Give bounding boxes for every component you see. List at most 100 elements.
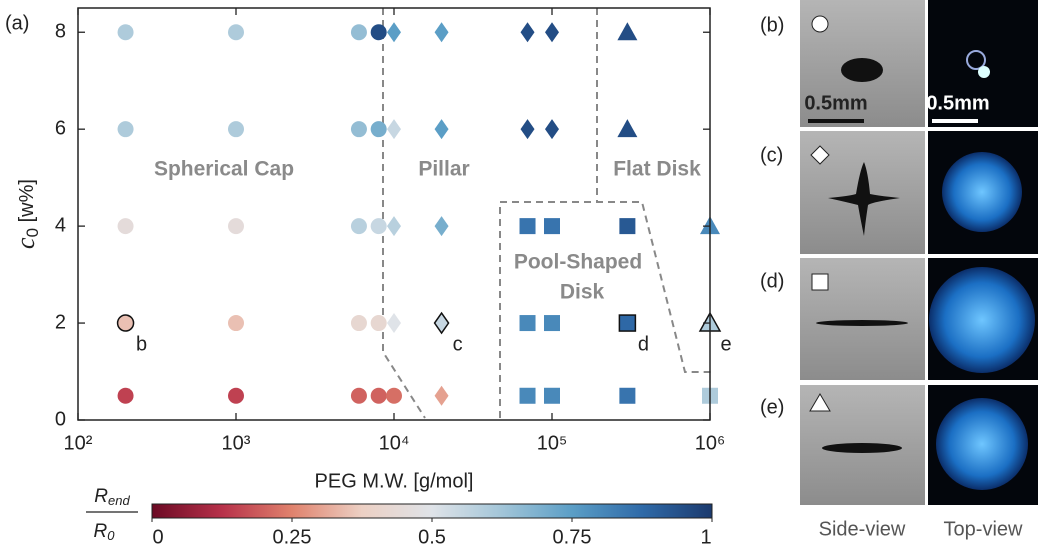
marker-icon: [811, 15, 829, 33]
marker-square: [544, 387, 560, 404]
marker-square: [619, 218, 636, 235]
photo-panels: 0.5mm 0.5mm: [800, 0, 1038, 505]
marker-circle: [116, 314, 135, 332]
marker-circle: [350, 387, 367, 404]
region-label: Pillar: [418, 158, 469, 181]
marker-circle: [228, 218, 244, 235]
panel-label: (e): [760, 396, 784, 418]
colorbar-tick-label: 0.25: [273, 526, 312, 548]
marker-circle: [117, 121, 134, 138]
scale-bar: [808, 119, 864, 123]
marker-circle: [370, 387, 387, 404]
y-tick-label: 6: [55, 117, 66, 139]
panel-label: (d): [760, 270, 784, 292]
panel-label: (a): [5, 12, 29, 34]
marker-square: [519, 387, 536, 404]
marker-circle: [117, 24, 134, 41]
annotation: d: [638, 333, 649, 355]
marker-diamond: [434, 216, 449, 237]
panel-label: (b): [760, 14, 784, 36]
pillar-droplet: [828, 162, 900, 236]
marker-diamond: [387, 216, 401, 237]
marker-diamond: [545, 119, 559, 140]
marker-circle: [228, 121, 244, 138]
top-photo: [928, 0, 1038, 127]
cb-num: R: [94, 486, 108, 507]
x-axis-label: PEG M.W. [g/mol]: [315, 470, 474, 492]
scale-text: 0.5mm: [804, 92, 867, 114]
marker-triangle: [617, 119, 638, 138]
marker-circle: [370, 315, 387, 332]
marker-circle: [117, 218, 134, 235]
annotation: c: [453, 333, 463, 355]
marker-triangle: [617, 22, 638, 41]
marker-circle: [350, 218, 367, 235]
x-tick-label: 10⁶: [695, 432, 725, 454]
boundary: [499, 201, 712, 418]
colorbar-tick-label: 1: [700, 526, 711, 548]
axes-frame: [77, 7, 711, 421]
marker-circle: [370, 218, 387, 235]
top-droplet: [936, 398, 1028, 490]
marker-circle: [350, 315, 367, 332]
y-label-rest: [w%]: [16, 179, 38, 228]
droplet: [841, 58, 883, 82]
marker-diamond: [545, 22, 559, 43]
x-tick-label: 10⁵: [537, 432, 568, 454]
region-label: Pool-Shaped: [514, 251, 642, 274]
colorbar-label: Rend R0: [94, 486, 131, 543]
cb-den-sub: 0: [107, 528, 115, 543]
marker-diamond: [433, 311, 450, 335]
marker-diamond: [387, 119, 401, 140]
scale-bar: [932, 119, 978, 123]
y-label-main: c: [11, 237, 40, 249]
x-tick-label: 10⁴: [379, 432, 410, 454]
scale-text: 0.5mm: [926, 92, 989, 114]
disk-droplet: [822, 443, 902, 453]
marker-circle: [370, 24, 387, 41]
x-tick-label: 10³: [222, 432, 251, 454]
colorbar-tick-label: 0.75: [553, 526, 592, 548]
y-tick-label: 8: [55, 21, 66, 43]
glint: [978, 66, 990, 78]
marker-icon: [811, 273, 829, 291]
view-label: Side-view: [819, 518, 906, 540]
marker-diamond: [387, 313, 401, 334]
marker-diamond: [520, 119, 535, 140]
y-tick-label: 4: [55, 214, 66, 236]
marker-square: [519, 218, 536, 235]
cb-num-sub: end: [108, 493, 130, 508]
marker-diamond: [434, 119, 449, 140]
boundary: [382, 8, 426, 419]
marker-icon: [810, 145, 830, 165]
colorbar-tick-label: 0.5: [418, 526, 446, 548]
panel-label: (c): [760, 144, 783, 166]
y-label-sub: 0: [23, 228, 42, 237]
colorbar: [151, 503, 713, 519]
y-tick-label: 2: [55, 311, 66, 333]
marker-circle: [228, 387, 244, 404]
marker-diamond: [387, 22, 401, 43]
marker-circle: [228, 24, 244, 41]
marker-circle: [370, 121, 387, 138]
annotation: b: [136, 333, 147, 355]
view-label: Top-view: [944, 518, 1023, 540]
marker-diamond: [434, 385, 449, 406]
top-droplet: [942, 152, 1022, 232]
region-label: Spherical Cap: [154, 158, 294, 181]
y-axis-label: c0 [w%]: [11, 179, 43, 249]
top-droplet: [929, 267, 1035, 373]
droplet: [966, 50, 986, 70]
marker-square: [619, 387, 636, 404]
cb-den: R: [94, 521, 108, 542]
x-tick-label: 10²: [64, 432, 93, 454]
marker-circle: [117, 387, 134, 404]
marker-circle: [228, 315, 244, 332]
marker-circle: [350, 24, 367, 41]
disk-droplet: [816, 320, 908, 326]
marker-square: [519, 315, 536, 332]
marker-circle: [386, 387, 402, 404]
annotation: e: [720, 333, 731, 355]
region-label: Disk: [560, 281, 605, 304]
